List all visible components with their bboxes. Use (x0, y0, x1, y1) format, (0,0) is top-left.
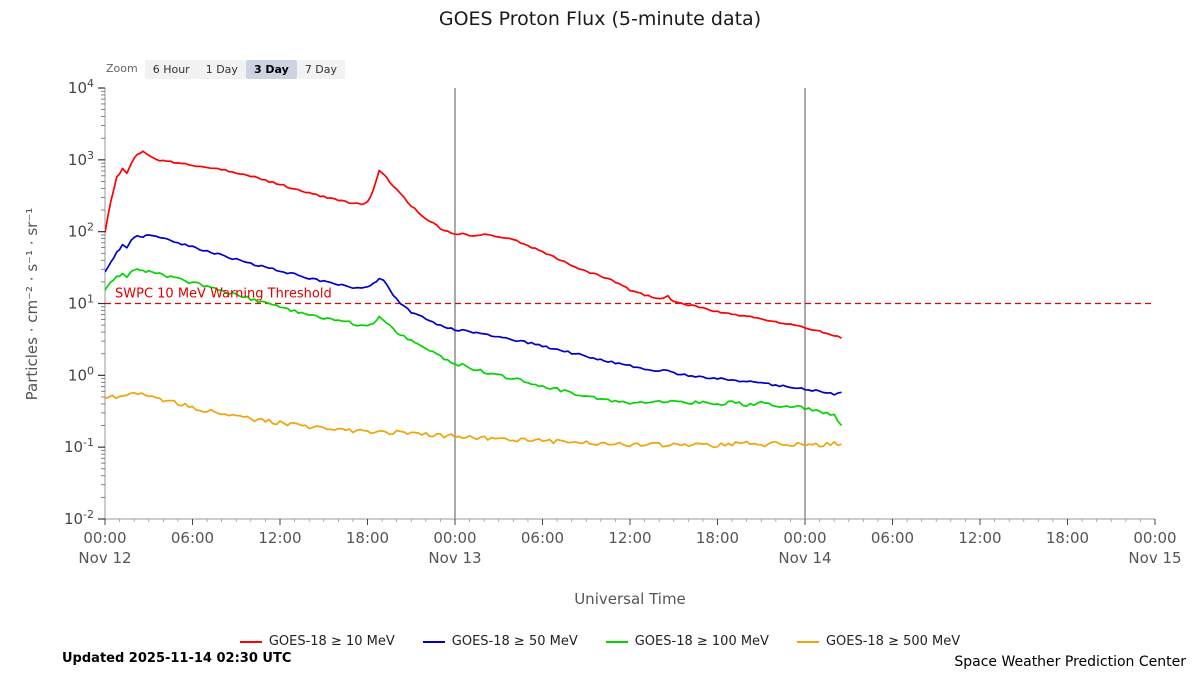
series-line-goes-18-50-mev (105, 234, 842, 396)
x-axis-tick-label: 00:00 (1133, 529, 1176, 547)
y-axis-tick-label: 102 (68, 221, 94, 241)
zoom-label: Zoom (106, 62, 138, 76)
y-axis-tick-label: 101 (68, 293, 94, 313)
series-line-goes-18-500-mev (105, 391, 842, 449)
zoom-button-7-day[interactable]: 7 Day (296, 60, 346, 80)
legend: GOES-18 ≥ 10 MeV GOES-18 ≥ 50 MeV GOES-18 … (0, 634, 1200, 649)
x-axis-tick-label: 00:00 (83, 529, 126, 547)
legend-swatch-line (605, 640, 628, 643)
x-axis-day-label: Nov 14 (778, 549, 831, 567)
x-axis-tick-label: 18:00 (346, 529, 389, 547)
y-axis-tick-label: 104 (68, 77, 94, 97)
chart-title: GOES Proton Flux (5-minute data) (438, 8, 762, 30)
x-axis-tick-label: 18:00 (1046, 529, 1089, 547)
zoom-controls: Zoom 6 Hour 1 Day 3 Day 7 Day (106, 58, 346, 80)
swpc-credit: Space Weather Prediction Center (954, 654, 1186, 670)
y-axis-title: Particles · cm⁻² · s⁻¹ · sr⁻¹ (23, 207, 41, 401)
x-axis-title: Universal Time (574, 590, 686, 608)
y-axis-tick-label: 10-2 (64, 508, 94, 528)
x-axis-tick-label: 12:00 (958, 529, 1001, 547)
y-axis-tick-label: 100 (68, 364, 94, 384)
zoom-button-group: 6 Hour 1 Day 3 Day 7 Day (144, 58, 346, 80)
x-axis-tick-label: 12:00 (608, 529, 651, 547)
threshold-label: SWPC 10 MeV Warning Threshold (115, 287, 332, 302)
series-line-goes-18-10-mev (105, 150, 842, 339)
legend-swatch-line (796, 640, 819, 643)
x-axis-tick-label: 00:00 (433, 529, 476, 547)
x-axis-tick-label: 18:00 (696, 529, 739, 547)
legend-item-goes-18-50-mev[interactable]: GOES-18 ≥ 50 MeV (422, 634, 578, 649)
legend-swatch-line (239, 640, 262, 643)
y-axis-tick-label: 10-1 (64, 436, 94, 456)
x-axis-tick-label: 06:00 (521, 529, 564, 547)
x-axis-tick-label: 06:00 (171, 529, 214, 547)
updated-timestamp: Updated 2025-11-14 02:30 UTC (62, 651, 292, 666)
x-axis-day-label: Nov 15 (1128, 549, 1181, 567)
series-line-goes-18-100-mev (105, 268, 843, 427)
legend-swatch-line (422, 640, 445, 643)
legend-item-goes-18-100-mev[interactable]: GOES-18 ≥ 100 MeV (605, 634, 769, 649)
legend-item-label: GOES-18 ≥ 100 MeV (634, 634, 769, 649)
y-axis-tick-label: 103 (68, 149, 94, 169)
x-axis-tick-label: 12:00 (258, 529, 301, 547)
x-axis-day-label: Nov 12 (78, 549, 131, 567)
zoom-button-6-hour[interactable]: 6 Hour (144, 60, 198, 80)
legend-item-goes-18-500-mev[interactable]: GOES-18 ≥ 500 MeV (796, 634, 961, 649)
x-axis-day-label: Nov 13 (428, 549, 481, 567)
legend-item-goes-18-10-mev[interactable]: GOES-18 ≥ 10 MeV (239, 634, 395, 649)
legend-item-label: GOES-18 ≥ 50 MeV (451, 634, 578, 649)
zoom-button-3-day[interactable]: 3 Day (245, 60, 297, 80)
zoom-button-1-day[interactable]: 1 Day (197, 60, 246, 80)
x-axis-tick-label: 06:00 (871, 529, 914, 547)
x-axis-tick-label: 00:00 (783, 529, 826, 547)
legend-item-label: GOES-18 ≥ 500 MeV (825, 634, 961, 649)
legend-item-label: GOES-18 ≥ 10 MeV (268, 634, 395, 649)
